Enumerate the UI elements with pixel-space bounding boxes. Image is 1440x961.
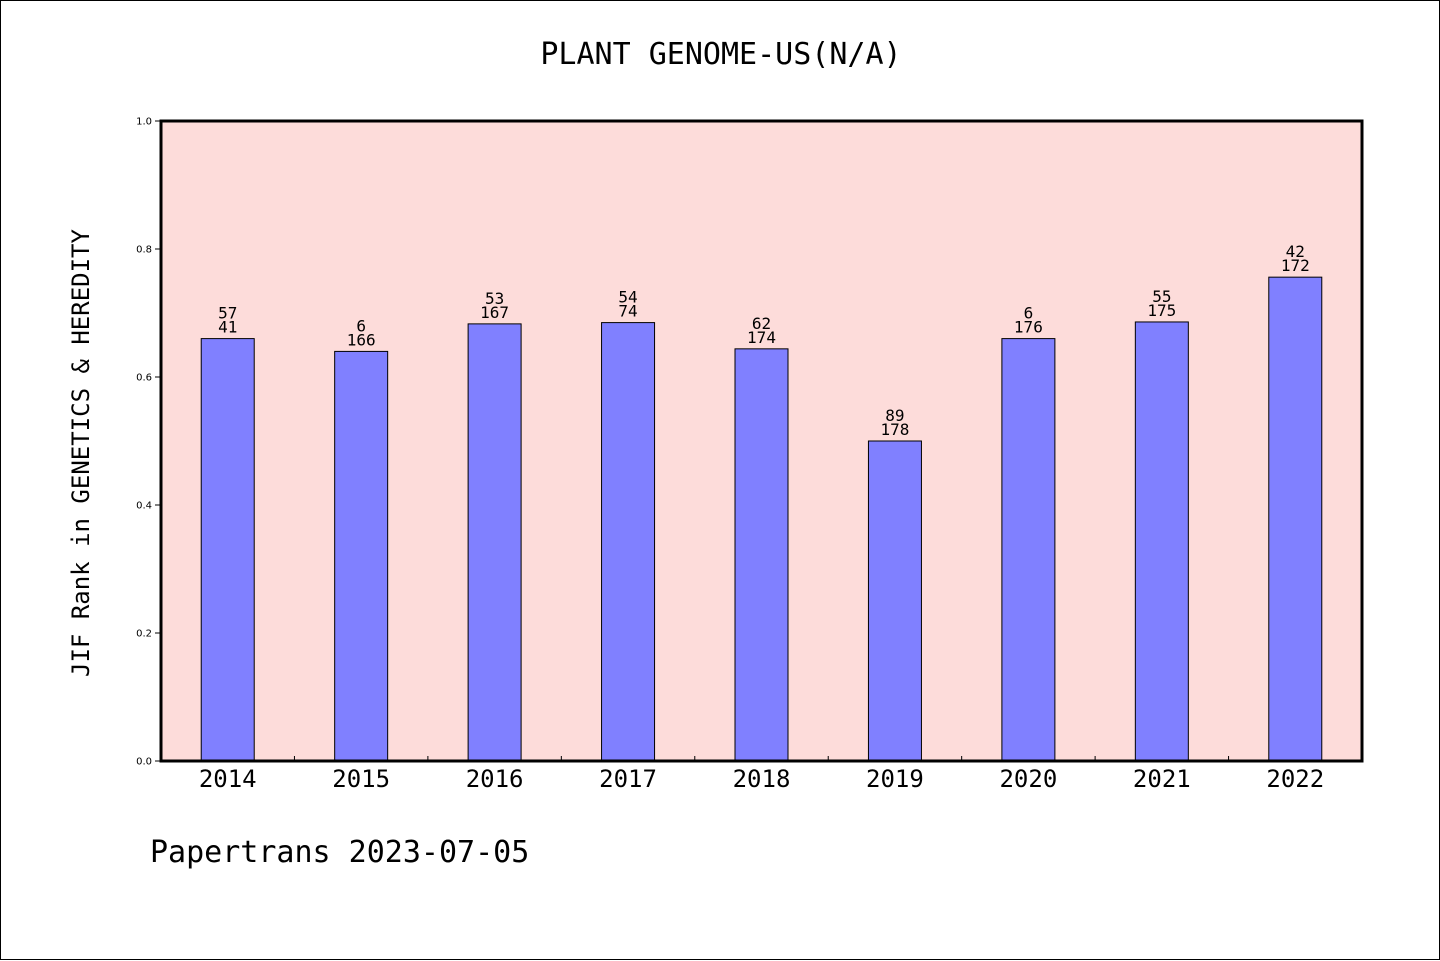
bar-label-bottom: 174 bbox=[747, 328, 776, 347]
bar-2014 bbox=[200, 338, 255, 762]
bar-label-bottom: 166 bbox=[347, 330, 376, 349]
x-tick-label: 2014 bbox=[199, 765, 257, 793]
y-tick-label: 0.6 bbox=[136, 373, 152, 384]
bar-2018 bbox=[734, 348, 789, 762]
bar-2021 bbox=[1134, 321, 1189, 762]
bar-2020 bbox=[1001, 338, 1056, 762]
bar-label-top: 55 bbox=[1152, 287, 1171, 306]
y-tick-label: 1.0 bbox=[136, 117, 152, 128]
x-tick-label: 2016 bbox=[466, 765, 524, 793]
bar-label-bottom: 41 bbox=[218, 318, 237, 337]
x-tick-label: 2021 bbox=[1133, 765, 1191, 793]
bar-label-bottom: 74 bbox=[618, 302, 637, 321]
x-tick-label: 2020 bbox=[999, 765, 1057, 793]
bar-label-top: 42 bbox=[1286, 242, 1305, 261]
bar-label-top: 6 bbox=[1024, 304, 1034, 323]
bar-label-top: 57 bbox=[218, 304, 237, 323]
x-tick-label: 2018 bbox=[733, 765, 791, 793]
x-tick-label: 2015 bbox=[332, 765, 390, 793]
bar-2017 bbox=[601, 322, 656, 762]
bar-label-bottom: 175 bbox=[1147, 301, 1176, 320]
bar-2022 bbox=[1268, 276, 1323, 762]
bar-label-top: 53 bbox=[485, 289, 504, 308]
bar-label-top: 6 bbox=[356, 316, 366, 335]
x-tick-label: 2022 bbox=[1266, 765, 1324, 793]
bar-label-bottom: 167 bbox=[480, 303, 509, 322]
bar-label-bottom: 176 bbox=[1014, 318, 1043, 337]
chart-title: PLANT GENOME-US(N/A) bbox=[540, 37, 902, 72]
y-tick-label: 0.2 bbox=[136, 629, 152, 640]
bar-label-bottom: 178 bbox=[880, 420, 909, 439]
bar-label-bottom: 172 bbox=[1281, 256, 1310, 275]
y-tick-label: 0.0 bbox=[136, 757, 152, 768]
bar-2015 bbox=[334, 350, 389, 762]
plot-frame bbox=[159, 119, 1364, 763]
bar-2019 bbox=[867, 440, 922, 762]
y-tick-label: 0.4 bbox=[136, 501, 152, 512]
x-tick-label: 2019 bbox=[866, 765, 924, 793]
x-tick-label: 2017 bbox=[599, 765, 657, 793]
y-tick-label: 0.8 bbox=[136, 245, 152, 256]
bar-label-top: 54 bbox=[618, 288, 637, 307]
bar-2016 bbox=[467, 323, 522, 762]
bar-label-top: 62 bbox=[752, 314, 771, 333]
bar-label-top: 89 bbox=[885, 406, 904, 425]
footer-credit: Papertrans 2023-07-05 bbox=[150, 835, 530, 870]
